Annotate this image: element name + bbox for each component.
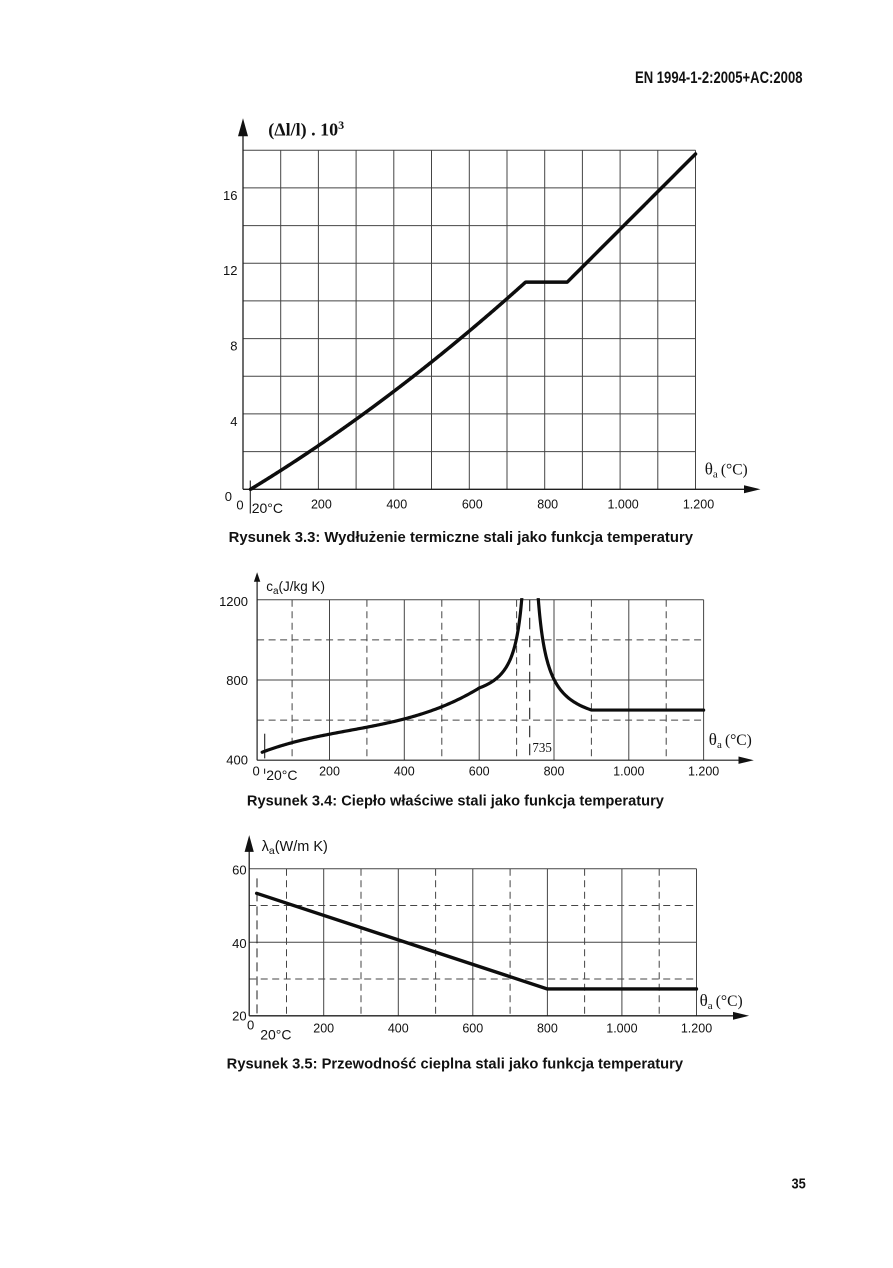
svg-text:0: 0 (225, 489, 232, 504)
svg-text:20: 20 (232, 1009, 246, 1024)
svg-text:800: 800 (537, 1021, 558, 1035)
svg-text:1.000: 1.000 (607, 497, 638, 511)
svg-text:0: 0 (252, 763, 259, 778)
svg-text:0: 0 (236, 497, 243, 512)
svg-text:400: 400 (386, 497, 407, 511)
svg-text:600: 600 (462, 497, 483, 511)
svg-text:Rysunek 3.5: Przewodność ciepl: Rysunek 3.5: Przewodność cieplna stali j… (227, 1056, 683, 1072)
svg-text:400: 400 (226, 753, 248, 768)
svg-text:400: 400 (394, 764, 415, 778)
svg-text:θa (°C): θa (°C) (700, 991, 743, 1012)
svg-text:1.000: 1.000 (606, 1021, 637, 1035)
svg-text:1.200: 1.200 (683, 497, 714, 511)
svg-text:θa (°C): θa (°C) (709, 730, 752, 751)
svg-text:200: 200 (313, 1021, 334, 1035)
svg-text:400: 400 (388, 1021, 409, 1035)
svg-text:1.200: 1.200 (681, 1021, 712, 1035)
svg-text:0: 0 (247, 1018, 254, 1033)
svg-text:1.200: 1.200 (688, 764, 719, 778)
svg-text:EN 1994-1-2:2005+AC:2008: EN 1994-1-2:2005+AC:2008 (635, 68, 803, 87)
svg-text:Rysunek 3.4: Ciepło właściwe s: Rysunek 3.4: Ciepło właściwe stali jako … (247, 794, 664, 810)
svg-text:735: 735 (532, 741, 552, 756)
svg-text:200: 200 (319, 764, 340, 778)
svg-text:16: 16 (223, 188, 237, 203)
svg-text:20°C: 20°C (252, 500, 283, 516)
svg-text:800: 800 (537, 497, 558, 511)
svg-text:(Δl/l) . 103: (Δl/l) . 103 (268, 118, 344, 141)
svg-text:12: 12 (223, 263, 237, 278)
svg-text:1200: 1200 (219, 594, 248, 609)
svg-text:4: 4 (230, 414, 237, 429)
svg-text:35: 35 (792, 1176, 806, 1193)
svg-text:800: 800 (226, 673, 248, 688)
svg-text:Rysunek 3.3: Wydłużenie termic: Rysunek 3.3: Wydłużenie termiczne stali … (229, 530, 693, 546)
svg-text:600: 600 (462, 1021, 483, 1035)
svg-text:20°C: 20°C (266, 767, 297, 783)
svg-text:200: 200 (311, 497, 332, 511)
svg-text:800: 800 (544, 764, 565, 778)
svg-text:60: 60 (232, 863, 246, 878)
svg-text:8: 8 (230, 339, 237, 354)
svg-text:40: 40 (232, 936, 246, 951)
svg-text:λa(W/m K): λa(W/m K) (262, 839, 328, 857)
svg-text:θa (°C): θa (°C) (705, 460, 748, 481)
svg-text:ca(J/kg K): ca(J/kg K) (266, 579, 325, 597)
svg-text:600: 600 (469, 764, 490, 778)
svg-text:1.000: 1.000 (613, 764, 644, 778)
svg-text:20°C: 20°C (260, 1027, 291, 1043)
